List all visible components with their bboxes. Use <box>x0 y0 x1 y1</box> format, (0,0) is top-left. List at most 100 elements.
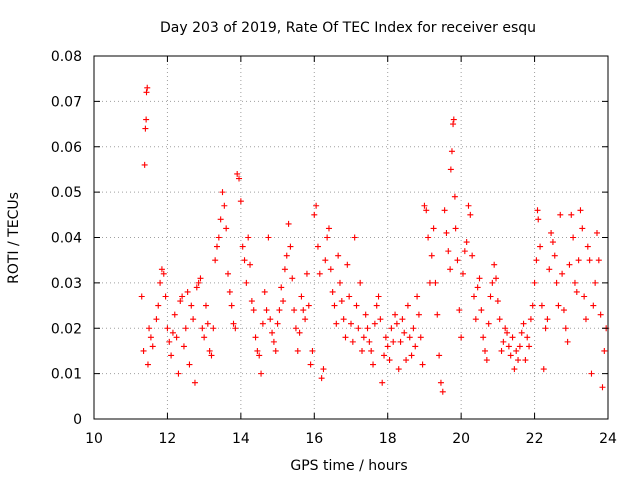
data-point <box>147 334 154 341</box>
data-point <box>245 234 252 241</box>
axis-ticks <box>93 55 609 420</box>
data-point <box>597 311 604 318</box>
data-point <box>305 302 312 309</box>
data-point <box>559 270 566 277</box>
data-point <box>555 302 562 309</box>
data-point <box>215 234 222 241</box>
data-point <box>478 307 485 314</box>
data-point <box>568 211 575 218</box>
data-point <box>270 338 277 345</box>
data-point <box>153 316 160 323</box>
data-point <box>338 298 345 305</box>
data-point <box>504 329 511 336</box>
data-point <box>313 202 320 209</box>
data-point <box>448 148 455 155</box>
y-axis-label: ROTI / TECUs <box>6 192 22 284</box>
y-tick-label: 0.03 <box>51 276 82 292</box>
data-point <box>520 320 527 327</box>
data-point <box>355 325 362 332</box>
data-point <box>483 357 490 364</box>
data-point <box>276 307 283 314</box>
data-point <box>436 352 443 359</box>
x-axis-label: GPS time / hours <box>290 458 407 474</box>
data-point <box>482 347 489 354</box>
data-point <box>443 229 450 236</box>
data-point <box>381 352 388 359</box>
data-point <box>557 211 564 218</box>
data-point <box>208 352 215 359</box>
data-point <box>390 338 397 345</box>
data-point <box>171 311 178 318</box>
data-point <box>213 243 220 250</box>
x-tick-label: 22 <box>526 431 544 447</box>
data-point <box>248 298 255 305</box>
data-point <box>143 89 150 96</box>
data-point <box>410 325 417 332</box>
data-point <box>595 257 602 264</box>
data-point <box>309 347 316 354</box>
data-point <box>465 202 472 209</box>
data-point <box>426 279 433 286</box>
data-point <box>155 302 162 309</box>
data-point <box>601 347 608 354</box>
data-point <box>430 225 437 232</box>
data-point <box>535 216 542 223</box>
data-point <box>357 279 364 286</box>
data-point <box>432 279 439 286</box>
data-point <box>593 229 600 236</box>
data-point <box>197 275 204 282</box>
data-point <box>336 279 343 286</box>
data-point <box>191 379 198 386</box>
data-point <box>320 366 327 373</box>
data-point <box>278 284 285 291</box>
data-point <box>243 279 250 286</box>
data-point <box>538 302 545 309</box>
data-point <box>173 334 180 341</box>
data-point <box>493 275 500 282</box>
data-point <box>157 279 164 286</box>
data-point <box>283 252 290 259</box>
data-point <box>250 307 257 314</box>
data-point <box>360 334 367 341</box>
data-point <box>149 343 156 350</box>
data-point <box>562 325 569 332</box>
data-point <box>144 84 151 91</box>
data-point <box>186 361 193 368</box>
data-point <box>179 293 186 300</box>
data-point <box>458 334 465 341</box>
data-point <box>287 243 294 250</box>
data-point <box>237 198 244 205</box>
x-tick-label: 24 <box>599 431 617 447</box>
data-point <box>450 116 457 123</box>
data-point <box>570 234 577 241</box>
data-point <box>582 316 589 323</box>
y-tick-label: 0.01 <box>51 367 82 383</box>
data-point <box>459 270 466 277</box>
x-tick-label: 10 <box>85 431 103 447</box>
data-point <box>228 302 235 309</box>
data-point <box>513 347 520 354</box>
data-point <box>445 248 452 255</box>
data-point <box>190 316 197 323</box>
data-point <box>175 370 182 377</box>
data-point <box>560 307 567 314</box>
data-point <box>395 366 402 373</box>
data-point <box>342 334 349 341</box>
data-point <box>327 266 334 273</box>
data-point <box>182 325 189 332</box>
data-point <box>168 352 175 359</box>
data-point <box>331 302 338 309</box>
data-point <box>166 338 173 345</box>
data-point <box>375 293 382 300</box>
data-point <box>527 316 534 323</box>
data-point <box>498 347 505 354</box>
data-point <box>272 347 279 354</box>
data-point <box>544 316 551 323</box>
data-points <box>138 84 610 395</box>
data-point <box>236 175 243 182</box>
data-point <box>291 307 298 314</box>
data-point <box>302 316 309 323</box>
data-point <box>548 229 555 236</box>
data-point <box>467 211 474 218</box>
